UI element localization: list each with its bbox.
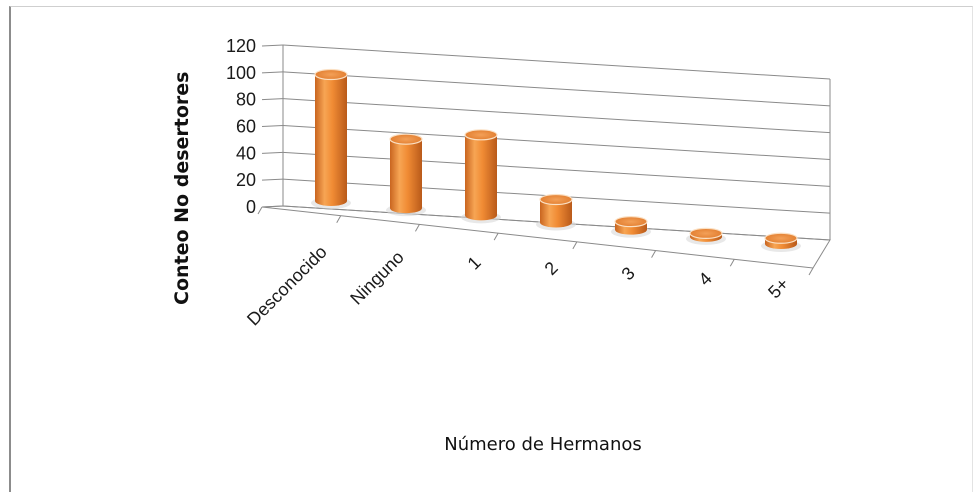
- x-tick-mark: [257, 206, 263, 215]
- x-tick-label: 4: [695, 268, 716, 289]
- bar-body: [315, 74, 347, 206]
- x-tick-mark: [493, 232, 499, 241]
- y-tick-label: 40: [236, 143, 256, 163]
- bar-top: [614, 216, 648, 228]
- bar: [686, 227, 726, 245]
- bar-top: [539, 193, 573, 206]
- x-tick-mark: [572, 241, 578, 250]
- x-tick-label: Ninguno: [346, 247, 408, 309]
- x-tick-mark: [729, 259, 735, 267]
- y-tick-label: 80: [236, 90, 256, 110]
- gridline-depth: [261, 125, 284, 127]
- x-tick-mark: [414, 224, 420, 232]
- x-tick-label: 3: [618, 263, 639, 284]
- gridline: [282, 98, 831, 134]
- gridline: [282, 44, 831, 80]
- bar: [536, 193, 576, 231]
- bar-top: [389, 133, 423, 145]
- y-axis-ticks: 0 20 40 60 80 100 120: [226, 36, 256, 217]
- gridline-depth: [261, 178, 284, 181]
- bars: [311, 68, 801, 252]
- x-tick-mark: [808, 267, 814, 276]
- x-axis-title: Número de Hermanos: [444, 434, 642, 455]
- y-tick-label: 100: [226, 63, 256, 83]
- chart-frame: [9, 6, 973, 492]
- x-axis-labels: Desconocido Ninguno 1 2 3 4 5+: [243, 206, 814, 330]
- x-tick-label: 5+: [764, 274, 793, 303]
- gridline-depth: [261, 71, 284, 74]
- bar-top: [764, 232, 798, 244]
- bar-body: [465, 134, 497, 221]
- bar: [311, 68, 351, 209]
- x-tick-mark: [336, 215, 342, 223]
- gridline-depth: [261, 151, 284, 154]
- bar-body: [540, 199, 572, 228]
- gridline-depth: [261, 98, 284, 101]
- x-tick-label: Desconocido: [243, 242, 331, 330]
- gridline-depth: [261, 44, 284, 47]
- y-tick-label: 120: [226, 36, 256, 56]
- bar: [386, 133, 426, 217]
- y-tick-label: 20: [236, 170, 256, 190]
- bar-top: [464, 129, 498, 141]
- y-axis-title: Conteo No desertores: [171, 72, 193, 305]
- gridline: [282, 125, 831, 160]
- bar: [611, 216, 651, 238]
- bar-body: [390, 139, 422, 214]
- y-tick-label: 0: [246, 197, 256, 217]
- gridline: [282, 151, 831, 187]
- bar: [461, 129, 501, 224]
- bar-top: [689, 227, 723, 239]
- x-tick-label: 2: [541, 258, 562, 279]
- x-tick-label: 1: [464, 252, 485, 273]
- bar: [761, 232, 801, 252]
- x-tick-mark: [651, 250, 657, 258]
- gridline-depth: [261, 205, 284, 208]
- gridline: [282, 71, 831, 107]
- y-tick-label: 60: [236, 117, 256, 137]
- bar-top: [314, 68, 348, 81]
